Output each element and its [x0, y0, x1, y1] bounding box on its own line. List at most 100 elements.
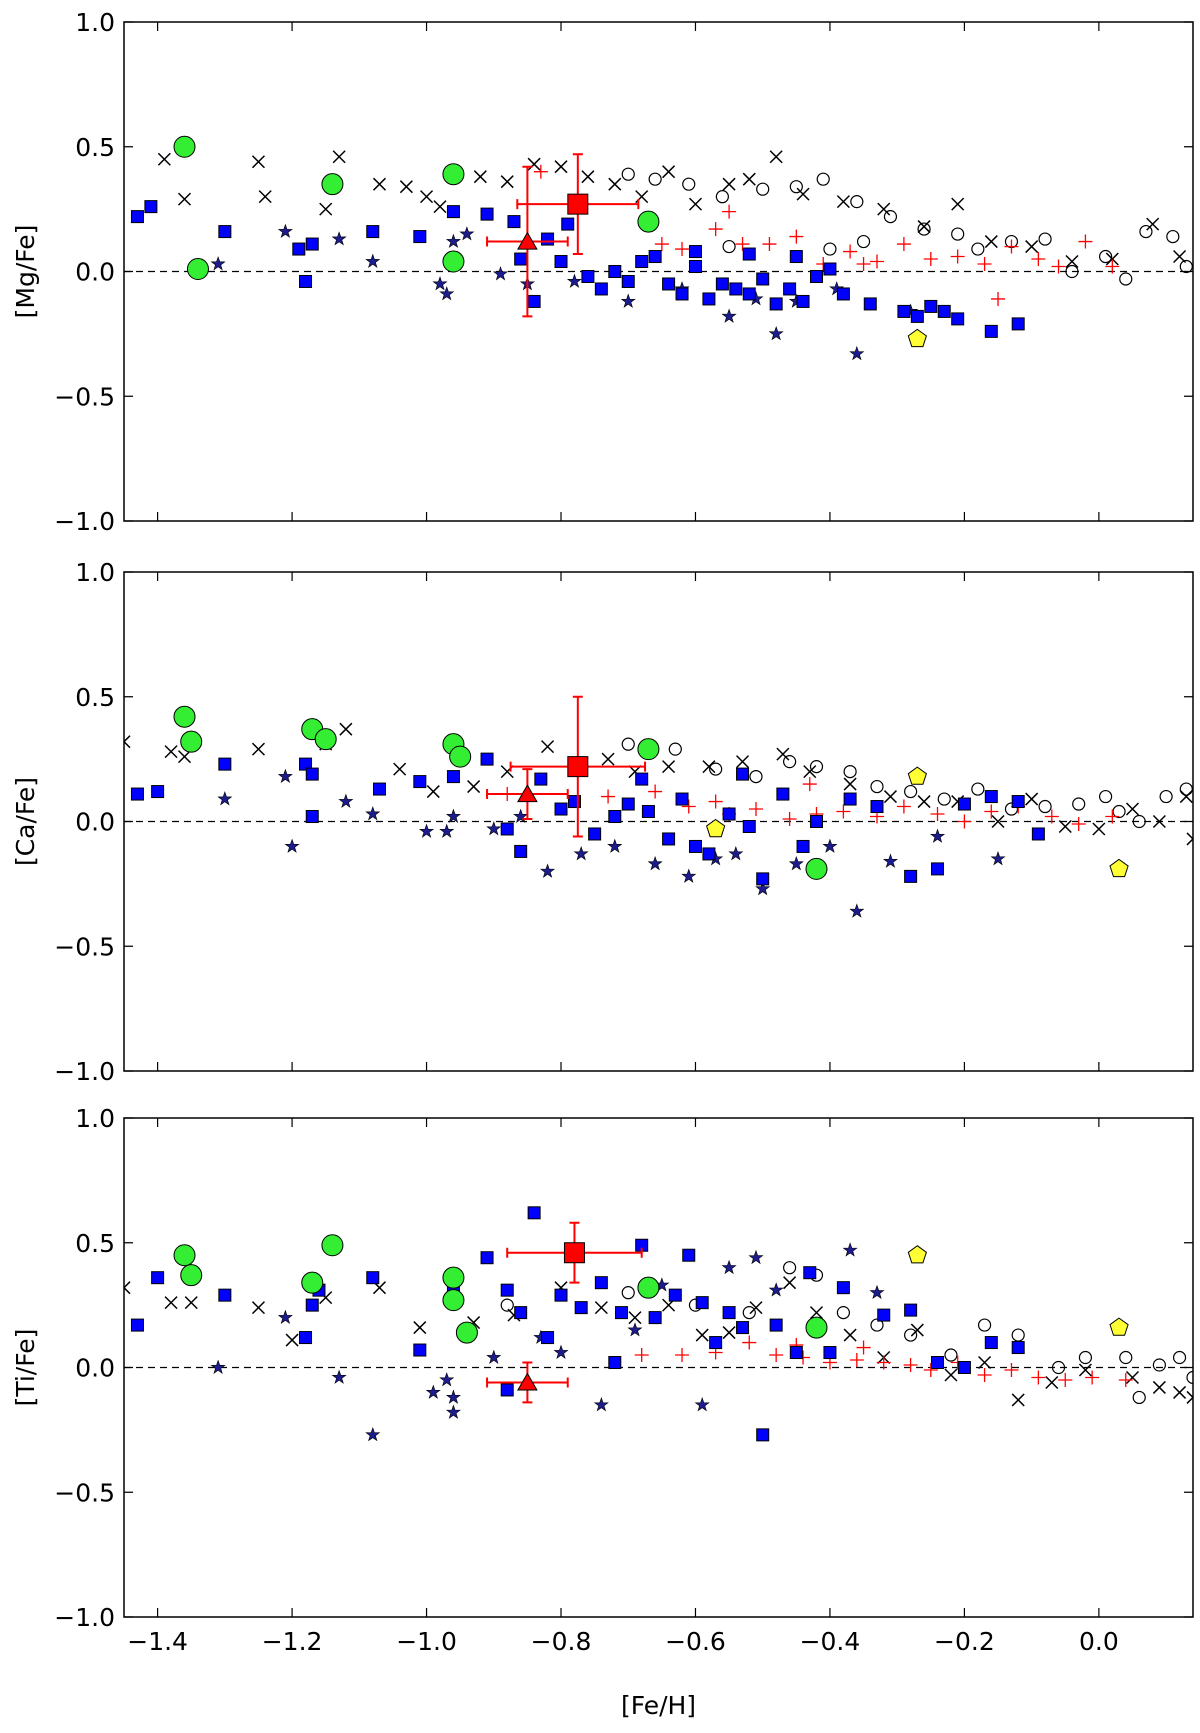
open-circle-point: [722, 239, 736, 254]
open-circle-point: [715, 190, 729, 204]
star-point: [365, 253, 381, 268]
star-point: [627, 1322, 643, 1337]
square-point: [413, 1343, 427, 1357]
star-point: [365, 806, 381, 821]
square-point: [527, 294, 541, 308]
plus-point: [843, 244, 858, 259]
open-circle-point: [1179, 782, 1193, 796]
plus-point: [601, 789, 616, 804]
y-axis-label: [Ca/Fe]: [11, 777, 40, 866]
square-point: [527, 1206, 541, 1220]
plus-point: [742, 1335, 757, 1350]
plus-point: [923, 1362, 938, 1377]
plus-point: [984, 804, 999, 819]
plus-point: [836, 804, 851, 819]
square-point: [480, 752, 494, 766]
square-point: [1031, 827, 1045, 841]
square-point: [957, 1361, 971, 1374]
cross-point: [426, 785, 440, 799]
open-circle-point: [870, 779, 884, 794]
filled-circle-point: [442, 163, 465, 186]
cross-point: [883, 790, 897, 804]
plus-point: [1071, 816, 1086, 831]
open-circle-point: [823, 242, 837, 256]
square-point: [709, 1336, 723, 1350]
open-circle-point: [971, 242, 985, 256]
x-tick-label: −0.6: [665, 1627, 726, 1656]
filled-circle-point: [301, 1271, 324, 1294]
open-circle-point: [621, 167, 635, 181]
open-circle-point: [783, 1261, 797, 1275]
cross-point: [951, 197, 965, 211]
plus-point: [1105, 809, 1120, 824]
open-circle-point: [816, 172, 830, 186]
square-point: [843, 792, 857, 806]
y-axis-label: [Mg/Fe]: [11, 225, 40, 319]
square-point: [769, 1318, 783, 1332]
star-point: [445, 1389, 461, 1404]
star-point: [459, 226, 475, 241]
square-point: [769, 297, 783, 311]
open-circle-point: [1112, 804, 1126, 819]
plus-point: [735, 237, 750, 252]
cross-point: [1125, 802, 1140, 816]
square-point: [688, 245, 702, 259]
cross-point: [628, 1311, 642, 1325]
plus-point: [1118, 1372, 1133, 1387]
plus-point: [769, 1348, 784, 1363]
plus-point: [634, 1348, 649, 1363]
square-point: [446, 770, 460, 784]
cross-point: [742, 172, 756, 186]
square-point: [413, 775, 427, 789]
star-point: [849, 345, 865, 361]
cross-point: [917, 795, 931, 809]
square-point: [500, 822, 514, 836]
square-point: [151, 785, 165, 799]
y-tick-label: −0.5: [54, 932, 115, 961]
cross-point: [124, 735, 131, 749]
plus-point: [1058, 1372, 1073, 1387]
pentagon-point: [907, 1245, 927, 1264]
square-point: [951, 312, 965, 326]
cross-point: [910, 1323, 924, 1337]
open-circle-point: [856, 234, 871, 249]
plus-point: [1004, 239, 1019, 254]
cross-point: [944, 1368, 958, 1382]
square-point: [1011, 1341, 1025, 1355]
square-point: [292, 242, 306, 256]
square-point: [931, 862, 945, 876]
open-circle-point: [1132, 814, 1146, 829]
square-point: [130, 210, 144, 224]
y-tick-label: −0.5: [54, 1478, 115, 1507]
cross-point: [500, 175, 514, 189]
x-tick-label: −1.4: [127, 1627, 188, 1656]
cross-point: [749, 1301, 763, 1315]
square-point: [870, 800, 884, 814]
cross-point: [662, 760, 676, 774]
square-point: [984, 1336, 998, 1350]
open-circle-point: [1159, 789, 1173, 804]
pentagon-point: [1109, 858, 1129, 878]
star-point: [620, 293, 636, 308]
square-point: [1011, 317, 1025, 331]
square-point: [675, 792, 689, 806]
cross-point: [1092, 822, 1106, 836]
star-point: [573, 845, 589, 861]
filled-circle-point: [449, 745, 472, 768]
cross-point: [124, 1281, 131, 1295]
square-point: [554, 255, 568, 269]
square-point: [446, 205, 460, 219]
open-circle-point: [1152, 1358, 1166, 1372]
cross-point: [164, 745, 178, 759]
square-point: [722, 1306, 736, 1320]
square-point: [984, 324, 998, 338]
plus-point: [1078, 234, 1093, 249]
x-tick-label: −1.2: [262, 1627, 323, 1656]
open-circle-point: [883, 210, 898, 224]
square-point: [688, 260, 702, 274]
plus-point: [1044, 809, 1059, 824]
cross-point: [608, 177, 622, 191]
square-point: [305, 1298, 319, 1312]
star-point: [419, 823, 435, 838]
star-point: [748, 1249, 764, 1265]
